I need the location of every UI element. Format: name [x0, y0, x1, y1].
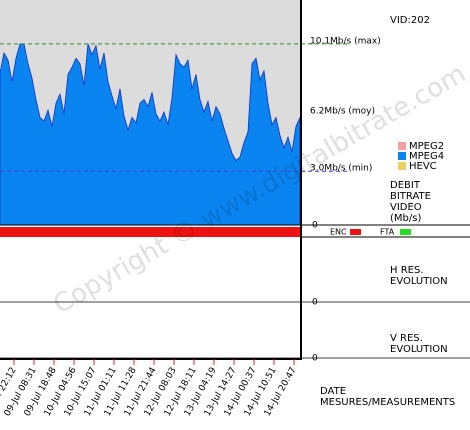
panel-label: V RES.: [390, 333, 423, 344]
y-axis-label: VIDEO: [390, 202, 422, 213]
panel-tick-label: 0: [312, 298, 318, 308]
reference-label: 10.1Mb/s (max): [310, 36, 381, 46]
x-axis-label: MESURES/MEASUREMENTS: [320, 397, 455, 408]
x-axis-label: DATE: [320, 386, 346, 397]
vid-label: VID:202: [390, 15, 430, 26]
status-swatch: [350, 229, 361, 235]
panel-label: EVOLUTION: [390, 276, 448, 287]
status-label: ENC: [330, 228, 347, 237]
y-axis-label: DEBIT: [390, 180, 421, 191]
legend-swatch: [398, 142, 406, 150]
y-tick-label: 0: [312, 221, 318, 231]
legend-label: MPEG4: [409, 151, 444, 162]
status-label: FTA: [380, 228, 395, 237]
status-swatch: [400, 229, 411, 235]
y-axis-label: (Mb/s): [390, 213, 421, 224]
legend-label: MPEG2: [409, 141, 444, 152]
area: [0, 43, 301, 226]
legend-swatch: [398, 162, 406, 170]
reference-label: 6.2Mb/s (moy): [310, 106, 375, 116]
panel-label: EVOLUTION: [390, 344, 448, 355]
panel-label: H RES.: [390, 265, 424, 276]
legend-swatch: [398, 152, 406, 160]
enc-bar: [0, 227, 300, 237]
panel-tick-label: 0: [312, 354, 318, 364]
y-axis-label: BITRATE: [390, 191, 431, 202]
legend-label: HEVC: [409, 161, 437, 172]
reference-label: 3.0Mb/s (min): [310, 164, 372, 174]
